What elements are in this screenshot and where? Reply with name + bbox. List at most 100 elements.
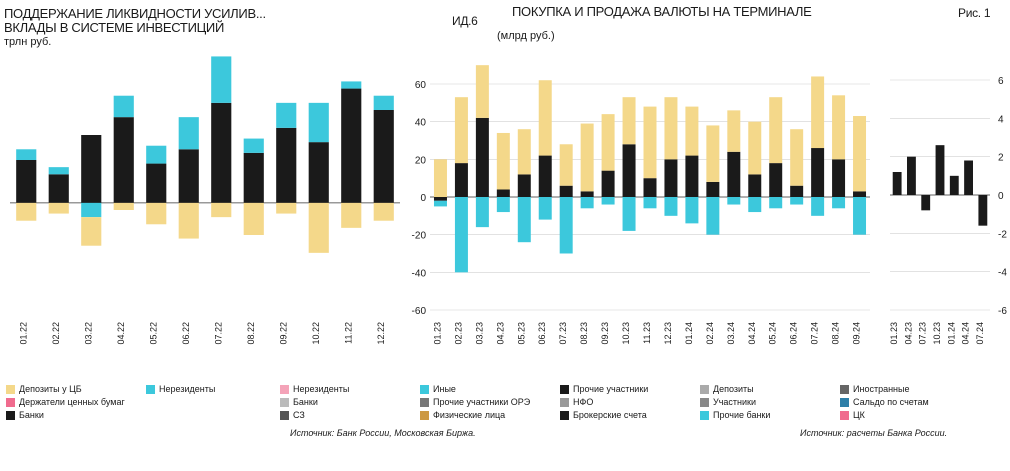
legend-swatch — [280, 385, 289, 394]
right-chart: -6 -4 -2 0 2 4 6 01.23 04.23 07.23 10.23 01.24 04.24… — [889, 76, 1007, 345]
bar-Сальдо — [949, 175, 959, 195]
bar-Банки — [16, 160, 37, 203]
bar-Банки — [373, 110, 394, 203]
bar-Физические-лица — [832, 197, 846, 209]
bar-Иные — [811, 148, 825, 197]
bar-Нерезиденты — [341, 81, 362, 89]
legend-label: Нерезиденты — [293, 384, 350, 394]
bar-Иные — [790, 185, 804, 197]
bar-Банки — [559, 144, 573, 186]
bar-Иные — [433, 197, 447, 201]
legend-label: СЗ — [293, 410, 305, 420]
x-tick-label: 11.22 — [343, 322, 353, 344]
bar-Физические-лица — [853, 197, 867, 235]
bar-Иные — [622, 144, 636, 197]
bar-Нерезиденты — [113, 95, 134, 118]
x-tick-label: 05.23 — [516, 322, 526, 345]
y-tick-label: 60 — [415, 80, 427, 91]
bar-Физические-лица — [538, 197, 552, 220]
legend-swatch — [420, 411, 429, 420]
y-tick-label: 40 — [415, 118, 427, 129]
left-chart-subtitle: ВКЛАДЫ В СИСТЕМЕ ИНВЕСТИЦИЙ — [4, 20, 225, 35]
bar-Иные — [685, 155, 699, 197]
x-tick-label: 10.23 — [621, 322, 631, 345]
bar-Физические-лица — [664, 197, 678, 216]
bar-Физические-лица — [559, 197, 573, 254]
mid-chart-title: ПОКУПКА И ПРОДАЖА ВАЛЮТЫ НА ТЕРМИНАЛЕ — [512, 4, 812, 19]
x-tick-label: 07.24 — [810, 322, 820, 345]
legend-swatch — [280, 411, 289, 420]
legend-swatch — [840, 411, 849, 420]
bar-Депозиты-у-ЦБ — [341, 202, 362, 228]
left-chart-unit: трлн руб. — [4, 36, 52, 48]
bar-Банки — [475, 65, 489, 118]
x-tick-label: 01.22 — [18, 322, 28, 345]
bar-Банки — [341, 88, 362, 203]
legend-label: Банки — [19, 410, 44, 420]
bar-Сальдо — [892, 172, 902, 195]
bar-Сальдо — [921, 195, 931, 211]
bar-Иные — [853, 191, 867, 197]
legend-swatch — [700, 398, 709, 407]
x-tick-label: 11.23 — [642, 322, 652, 344]
bar-Депозиты-у-ЦБ — [373, 202, 394, 221]
bar-Депозиты-у-ЦБ — [16, 202, 37, 221]
bar-Банки — [580, 123, 594, 192]
legend-swatch — [420, 398, 429, 407]
bar-Банки — [517, 129, 531, 175]
x-tick-label: 02.22 — [51, 322, 61, 345]
x-tick-label: 12.22 — [376, 322, 386, 345]
y-tick-label: -60 — [412, 306, 427, 317]
legend-label: Банки — [293, 397, 318, 407]
x-tick-label: 01.24 — [684, 322, 694, 345]
bar-Иные — [601, 170, 615, 197]
bar-Банки — [113, 117, 134, 203]
legend-label: Иные — [433, 384, 456, 394]
bar-Иные — [580, 191, 594, 197]
x-tick-label: 08.23 — [579, 322, 589, 345]
x-tick-label: 04.23 — [903, 322, 913, 345]
legend-swatch — [6, 398, 15, 407]
legend-label: Сальдо по счетам — [853, 397, 929, 407]
legend-label: Прочие участники ОРЭ — [433, 397, 531, 407]
y-tick-label: 0 — [420, 193, 426, 204]
bar-Иные — [706, 181, 720, 197]
bar-Физические-лица — [727, 197, 741, 205]
legend-label: Депозиты у ЦБ — [19, 384, 82, 394]
bar-Физические-лица — [790, 197, 804, 205]
y-tick-label: 0 — [998, 191, 1004, 202]
legend-swatch — [700, 385, 709, 394]
x-tick-label: 01.23 — [432, 322, 442, 345]
x-tick-label: 04.22 — [116, 322, 126, 345]
x-tick-label: 09.23 — [600, 322, 610, 345]
bar-Физические-лица — [454, 197, 468, 273]
bar-Нерезиденты — [373, 95, 394, 110]
bar-Депозиты-у-ЦБ — [178, 202, 199, 239]
x-tick-label: 05.24 — [768, 322, 778, 345]
bar-Депозиты-у-ЦБ — [113, 202, 134, 210]
bar-Банки — [685, 106, 699, 156]
right-chart-code: Рис. 1 — [958, 6, 991, 20]
legend-swatch — [700, 411, 709, 420]
bar-Банки — [853, 116, 867, 192]
mid-chart-subtitle: (млрд руб.) — [497, 30, 555, 42]
legend-swatch — [6, 411, 15, 420]
bar-Депозиты-у-ЦБ — [211, 202, 232, 218]
bar-Банки — [706, 125, 720, 182]
bar-Депозиты-у-ЦБ — [146, 202, 167, 225]
x-tick-label: 06.22 — [181, 322, 191, 345]
x-tick-label: 06.23 — [537, 322, 547, 345]
bar-Банки — [538, 80, 552, 156]
bar-Иные — [643, 178, 657, 197]
right-source: Источник: расчеты Банка России. — [800, 428, 948, 438]
legend-swatch — [420, 385, 429, 394]
x-tick-label: 12.23 — [663, 322, 673, 345]
bar-Нерезиденты — [16, 149, 37, 160]
legend-label: ЦК — [853, 410, 865, 420]
bar-Сальдо — [935, 145, 945, 195]
legend-swatch — [146, 385, 155, 394]
legend-label: Прочие участники — [573, 384, 649, 394]
bar-Физические-лица — [496, 197, 510, 213]
bar-Сальдо — [907, 156, 916, 195]
y-tick-label: -4 — [998, 268, 1007, 279]
